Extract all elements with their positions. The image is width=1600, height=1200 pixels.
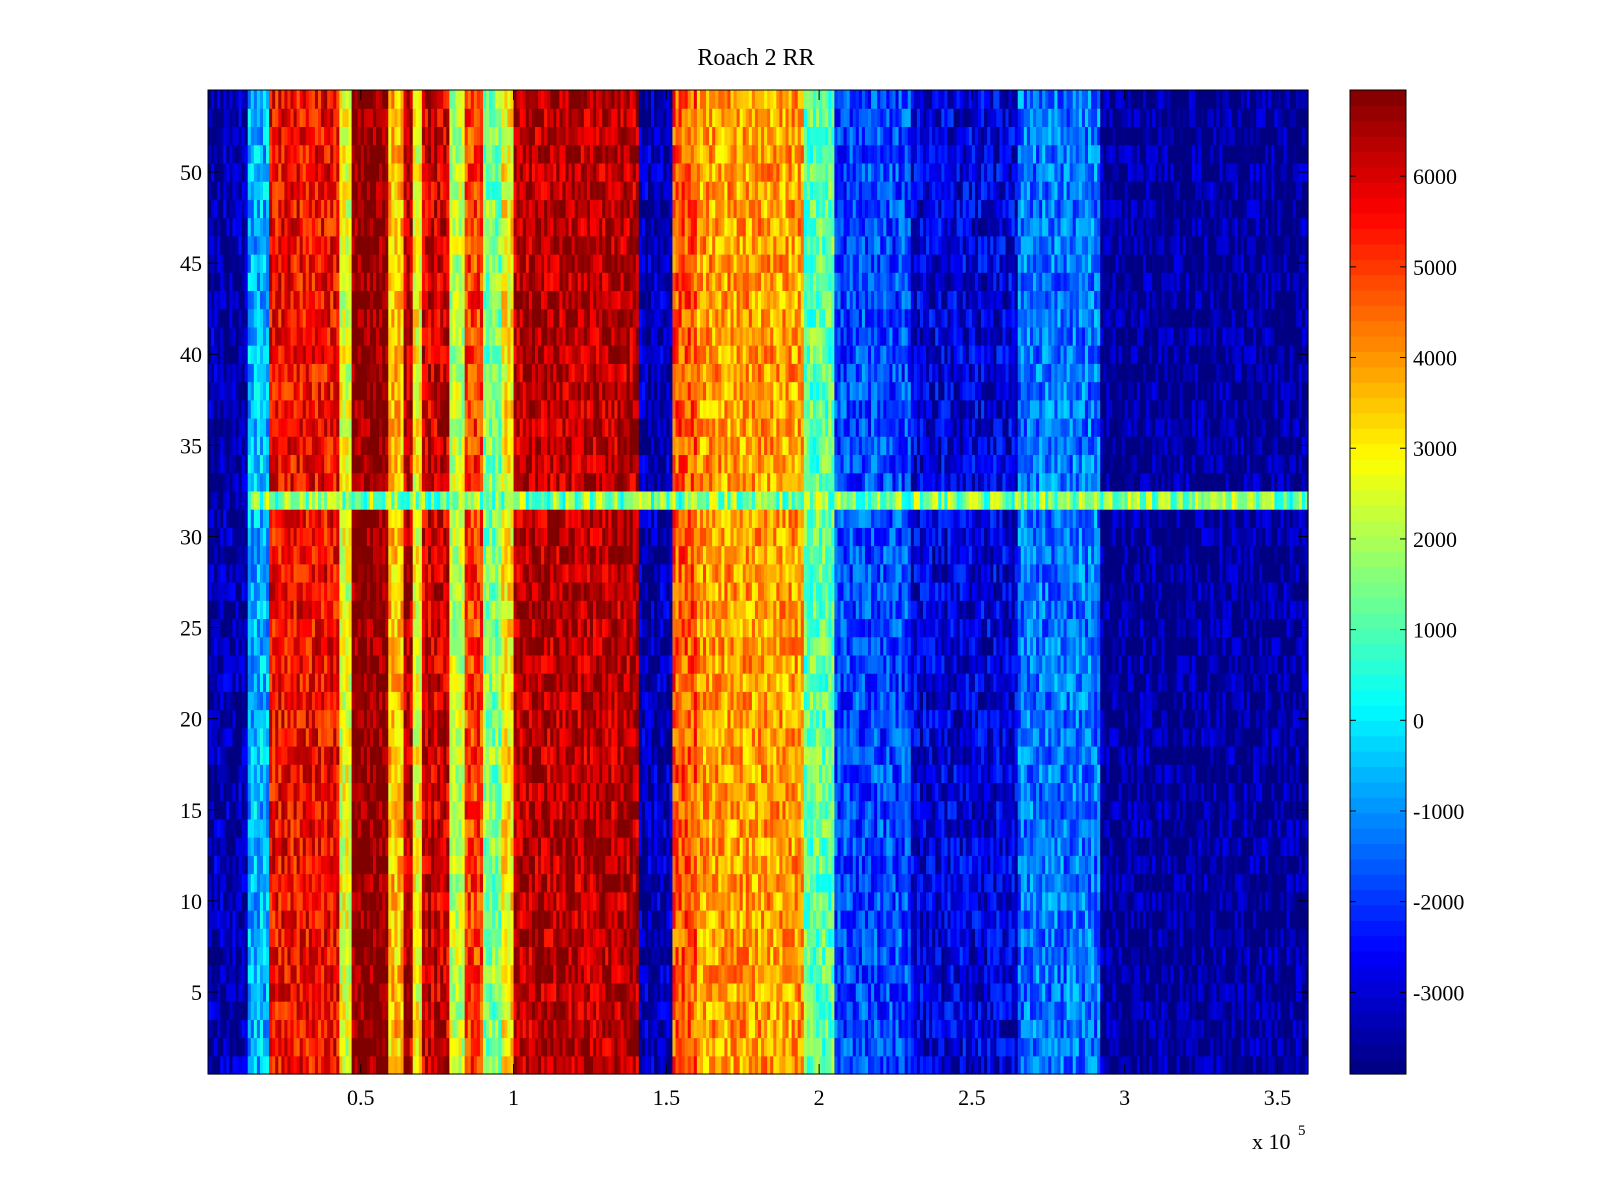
heatmap-cells: [208, 90, 1309, 1075]
chart-title: Roach 2 RR: [697, 45, 814, 71]
